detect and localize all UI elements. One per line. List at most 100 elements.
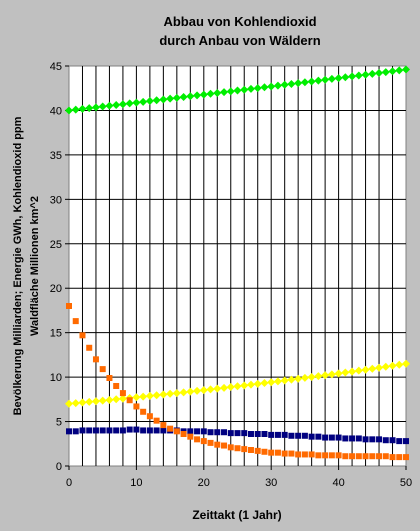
data-point [375,68,384,77]
data-point [85,397,94,406]
data-point [260,379,269,388]
data-point [234,445,241,452]
data-point [146,413,153,420]
data-point [403,454,409,461]
data-point [180,431,187,437]
data-point [140,408,147,415]
data-point [294,79,303,88]
data-point [382,437,389,444]
series-1 [65,359,410,408]
y-tick-label: 10 [50,372,62,384]
data-point [139,392,148,401]
data-point [66,303,72,309]
data-point [314,372,323,381]
data-point [254,447,261,454]
data-point [98,102,107,111]
data-point [133,426,140,433]
data-point [314,76,323,85]
x-tick-label: 20 [198,477,210,489]
data-point [167,425,174,432]
data-point [159,390,168,399]
data-point [91,397,100,406]
data-point [146,427,153,434]
data-point [322,434,329,441]
data-point [247,447,254,453]
y-tick-label: 15 [50,328,62,340]
y-tick-label: 35 [50,150,62,162]
data-point [342,453,349,460]
data-point [152,391,161,400]
data-point [214,429,221,436]
data-point [294,374,303,383]
data-point [92,356,99,363]
y-axis-label-line-1: Bevölkerung Milliarden; Energie GWh, Koh… [12,116,24,415]
data-point [268,449,275,456]
data-point [227,430,234,437]
y-tick-label: 20 [50,283,62,295]
data-point [261,431,268,437]
chart-title-line-1: Abbau von Kohlendioxid [163,14,316,29]
data-point [226,87,235,96]
data-point [220,88,229,97]
data-point [349,453,356,460]
data-point [99,427,106,434]
data-point [140,427,147,434]
data-point [403,438,409,445]
data-point [200,438,207,445]
data-point [159,95,168,104]
data-point [193,91,202,100]
x-axis-ticks: 0 10 20 30 40 50 [66,466,412,489]
y-tick-label: 5 [56,417,62,429]
data-point [328,434,335,441]
data-point [396,438,403,445]
data-point [246,84,255,93]
data-point [301,432,308,439]
data-point [179,93,188,102]
data-point [153,427,160,434]
data-point [113,383,120,389]
data-point [281,450,288,457]
data-point [106,427,113,434]
data-point [260,83,269,92]
data-point [112,100,121,109]
data-point [308,451,315,458]
data-point [261,448,268,455]
x-tick-label: 50 [400,477,412,489]
data-point [139,97,148,106]
data-point [241,446,248,453]
data-point [71,105,80,114]
data-point [194,428,201,435]
data-point [79,332,86,339]
data-point [280,376,289,385]
data-point [173,428,180,435]
data-point [65,106,73,115]
data-point [361,70,370,79]
data-point [85,104,94,113]
data-point [233,86,242,95]
data-point [395,360,404,369]
data-point [186,92,195,101]
data-point [78,398,87,407]
series-2 [66,426,409,445]
data-point [98,396,107,405]
data-point [91,103,100,112]
data-point [160,427,167,434]
data-point [395,66,404,75]
data-point [361,365,370,374]
data-point [226,383,235,392]
data-point [295,451,302,458]
data-point [113,427,120,434]
data-point [327,74,336,83]
x-tick-label: 30 [265,477,277,489]
data-point [268,431,275,438]
data-point [166,389,175,398]
data-point [160,422,167,429]
data-point [301,451,308,458]
data-point [193,386,202,395]
data-point [72,428,79,435]
data-point [396,454,403,461]
data-point [253,84,262,93]
data-point [240,381,249,390]
data-point [281,431,288,438]
data-point [152,96,161,105]
